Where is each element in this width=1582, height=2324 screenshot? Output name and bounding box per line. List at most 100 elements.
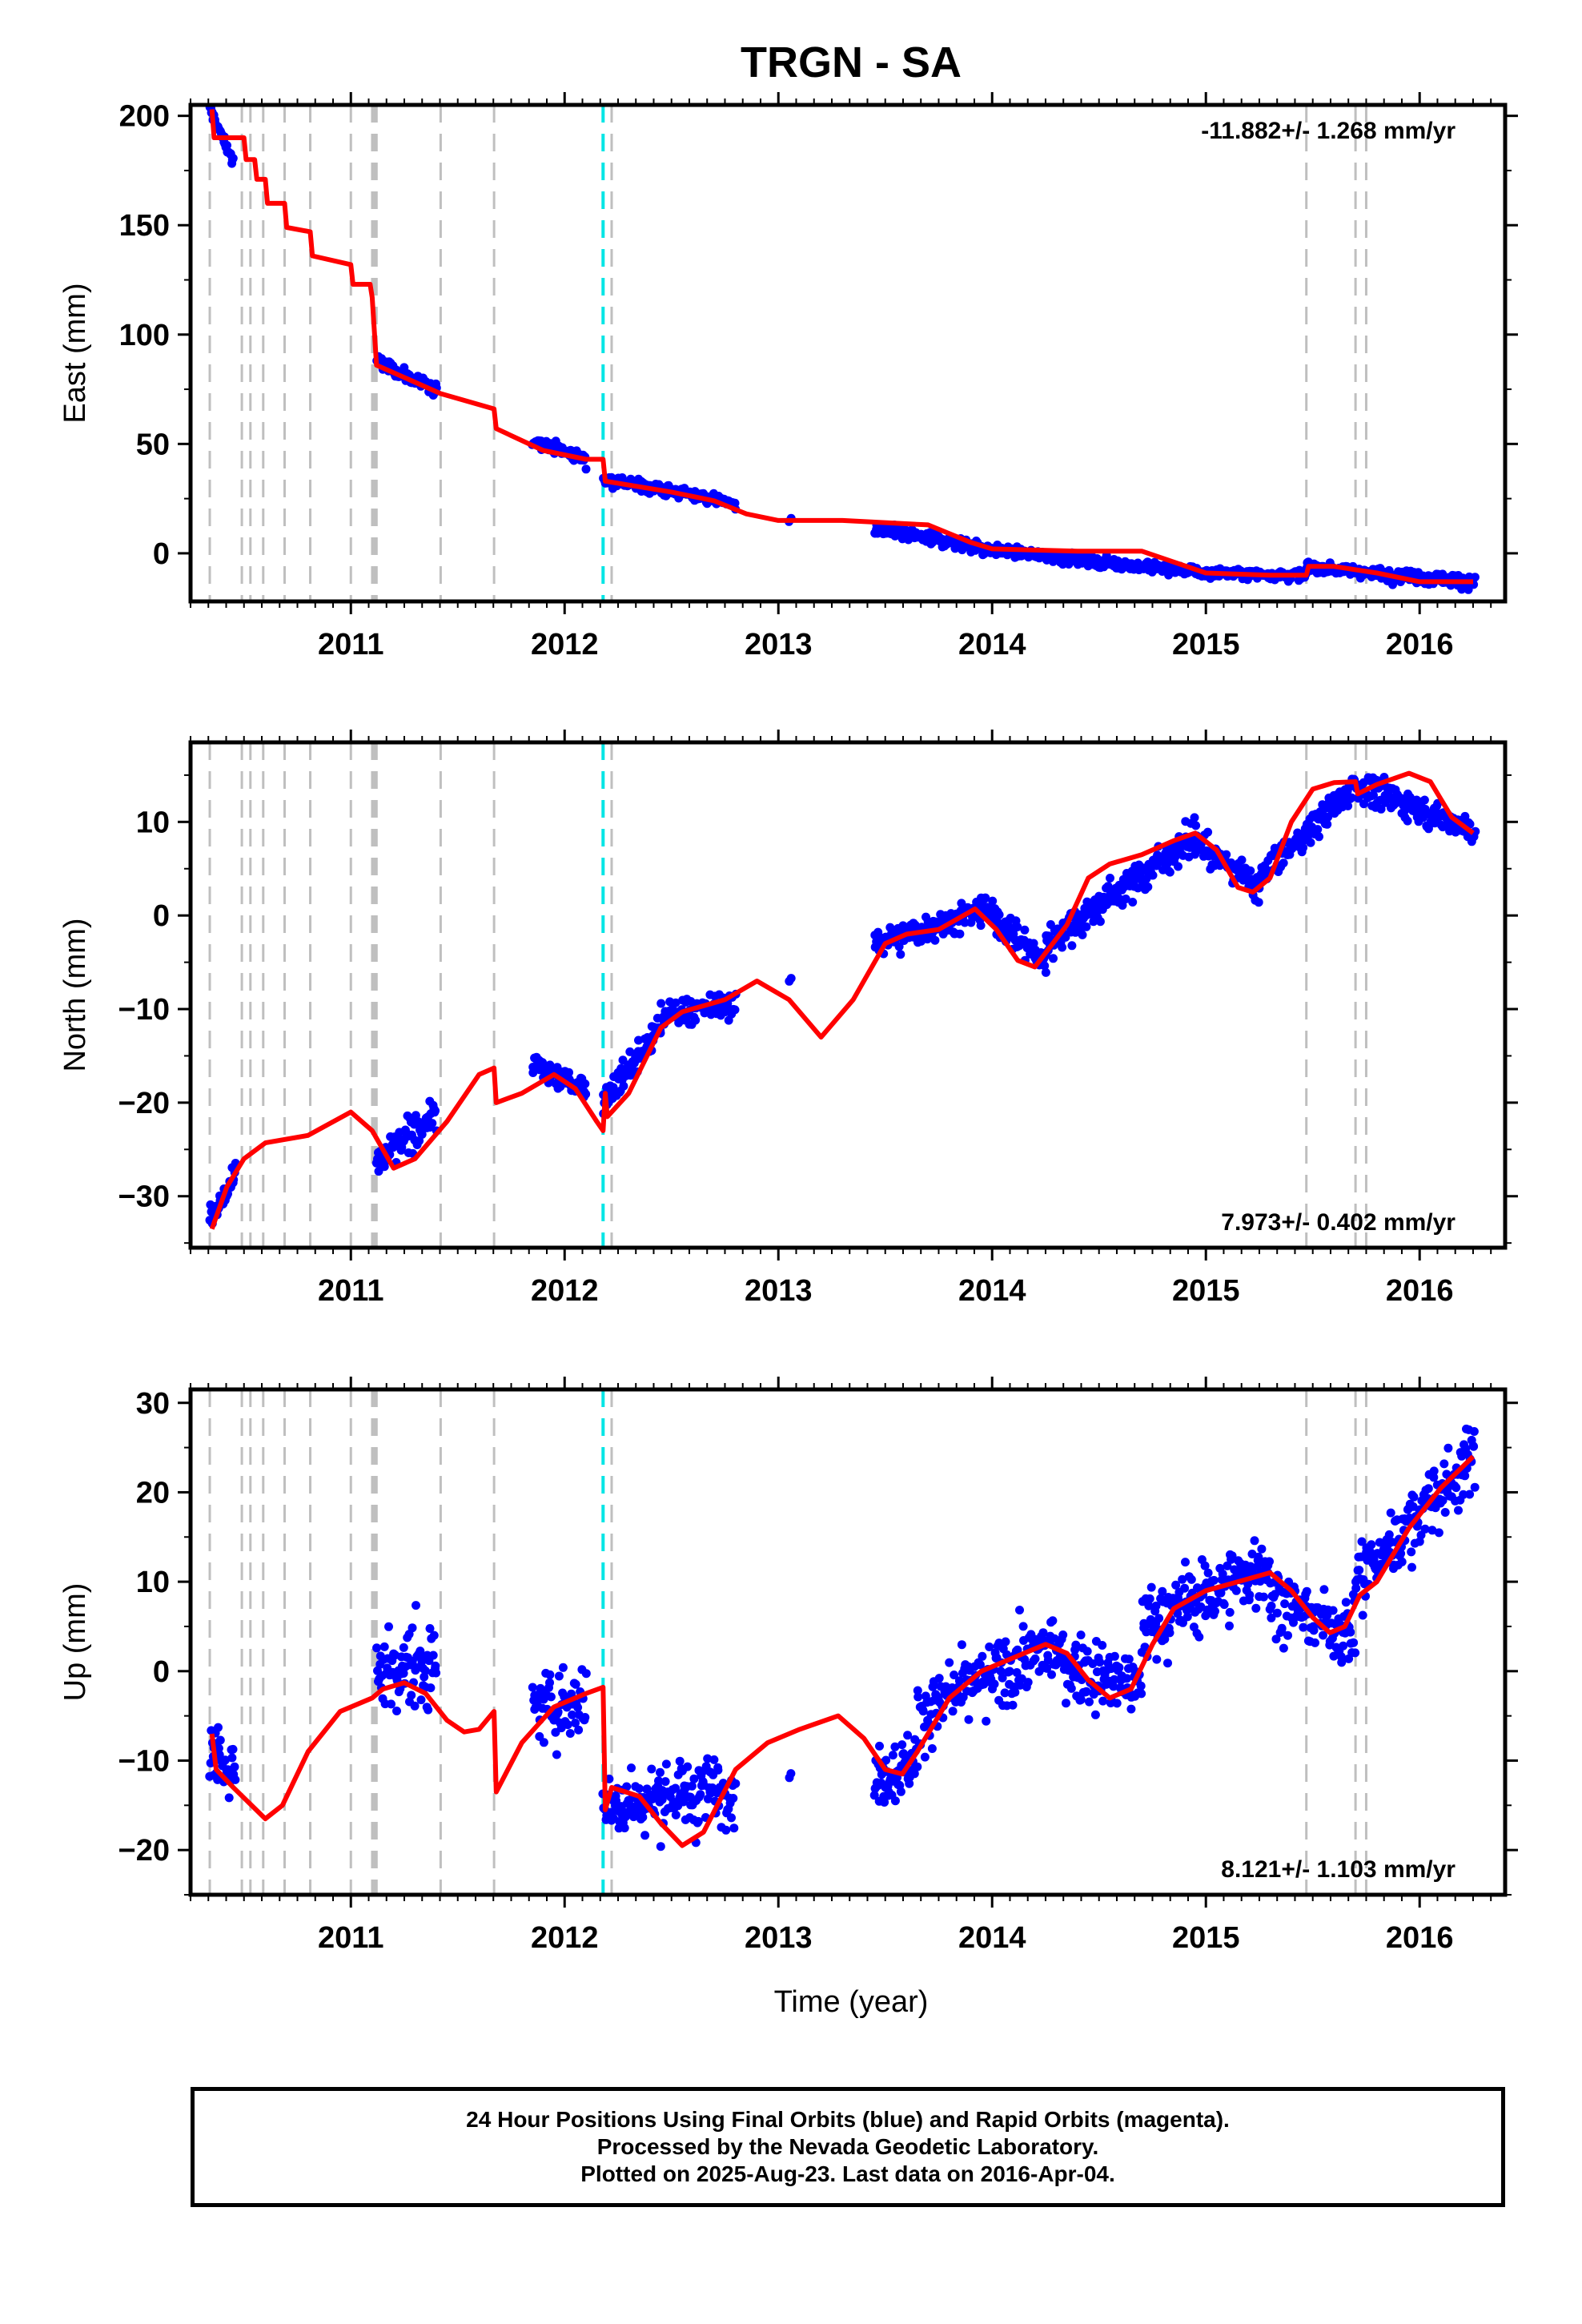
data-point — [654, 1776, 663, 1786]
data-point — [1346, 1627, 1355, 1637]
data-point — [429, 1630, 439, 1640]
data-point — [1154, 1614, 1164, 1623]
data-point — [379, 1642, 389, 1651]
data-point — [1427, 1526, 1437, 1535]
x-tick-label: 2013 — [745, 1274, 813, 1308]
data-point — [1211, 1606, 1219, 1616]
data-point — [1465, 1490, 1475, 1499]
data-point — [634, 1783, 644, 1793]
data-point — [691, 1015, 701, 1025]
x-tick-label: 2014 — [958, 1921, 1026, 1955]
y-tick-label: 150 — [119, 209, 170, 243]
data-point — [786, 1769, 796, 1779]
data-point — [1376, 804, 1386, 814]
data-point — [571, 1719, 580, 1727]
data-point — [420, 1666, 430, 1675]
data-point — [1191, 821, 1201, 830]
data-point — [1319, 1585, 1329, 1594]
data-point — [1171, 1580, 1181, 1590]
x-tick-label: 2012 — [531, 628, 599, 661]
data-point — [671, 1783, 681, 1793]
x-tick-label: 2015 — [1172, 1274, 1240, 1308]
data-point — [721, 1825, 731, 1835]
data-point — [215, 1735, 225, 1745]
data-point — [1098, 1696, 1108, 1706]
data-point — [1439, 1459, 1449, 1469]
data-point — [913, 1692, 923, 1702]
data-point — [417, 1657, 427, 1666]
data-point — [1349, 1638, 1359, 1647]
data-point — [417, 1130, 427, 1139]
data-point — [978, 1651, 987, 1661]
data-point — [1114, 1663, 1124, 1672]
data-point — [1209, 1575, 1219, 1585]
data-point — [1259, 1592, 1268, 1602]
data-point — [1174, 862, 1182, 871]
data-point — [671, 1810, 681, 1819]
y-tick-label: −20 — [118, 1834, 170, 1868]
data-point — [1109, 1682, 1118, 1691]
data-point — [1254, 1552, 1263, 1562]
data-point — [1329, 1651, 1339, 1661]
data-point — [954, 1676, 964, 1686]
x-tick-label: 2012 — [531, 1274, 599, 1308]
data-point — [416, 1647, 425, 1656]
data-point — [431, 1106, 440, 1116]
data-point — [896, 950, 905, 959]
y-tick-label: 0 — [153, 1655, 170, 1689]
data-point — [1311, 1638, 1319, 1647]
data-point — [227, 1753, 237, 1763]
data-point — [1173, 1609, 1182, 1618]
data-point — [1124, 1655, 1134, 1664]
data-point — [223, 141, 231, 150]
data-point — [428, 1651, 438, 1660]
data-point — [1341, 1598, 1351, 1607]
y-tick-label: 30 — [136, 1387, 170, 1421]
data-point — [881, 1755, 891, 1765]
x-tick-label: 2011 — [318, 1274, 383, 1308]
data-point — [1163, 1659, 1172, 1668]
data-point — [580, 1713, 590, 1722]
data-point — [1409, 1492, 1419, 1502]
x-tick-label: 2012 — [531, 1921, 599, 1955]
data-point — [214, 1743, 223, 1753]
data-point — [619, 1081, 628, 1091]
data-point — [224, 1793, 234, 1803]
data-point — [1008, 1700, 1018, 1710]
data-point — [1452, 1483, 1461, 1493]
data-point — [675, 1756, 685, 1766]
figure-title: TRGN - SA — [741, 38, 962, 86]
data-point — [1250, 1536, 1259, 1546]
data-point — [567, 1689, 576, 1699]
plot-frame-east — [188, 103, 1508, 604]
data-point — [1420, 1524, 1430, 1534]
data-point — [1419, 795, 1429, 805]
data-point — [1471, 826, 1480, 836]
data-point — [1076, 1695, 1086, 1704]
data-point — [1067, 941, 1077, 951]
data-point — [696, 1790, 705, 1799]
data-point — [426, 1683, 436, 1693]
x-tick-label: 2016 — [1386, 1921, 1454, 1955]
data-point — [1460, 1471, 1470, 1481]
observations-up — [205, 1424, 1480, 1852]
data-point — [1283, 1630, 1292, 1640]
data-point — [1066, 1683, 1076, 1693]
event-lines-up — [208, 1389, 1367, 1895]
data-point — [1013, 1645, 1022, 1655]
data-point — [671, 998, 681, 1007]
data-point — [625, 1047, 635, 1056]
data-point — [1271, 1634, 1281, 1644]
data-point — [960, 918, 970, 927]
data-point — [1076, 1630, 1086, 1640]
data-point — [432, 1668, 441, 1678]
data-point — [1012, 1668, 1022, 1677]
x-tick-label: 2013 — [745, 1921, 813, 1955]
data-point — [1128, 898, 1138, 907]
data-point — [927, 1744, 937, 1753]
y-axis-label-north: North (mm) — [58, 918, 92, 1072]
y-tick-label: 50 — [136, 428, 170, 461]
data-point — [428, 1119, 437, 1128]
data-point — [950, 1671, 959, 1679]
data-point — [988, 896, 998, 906]
